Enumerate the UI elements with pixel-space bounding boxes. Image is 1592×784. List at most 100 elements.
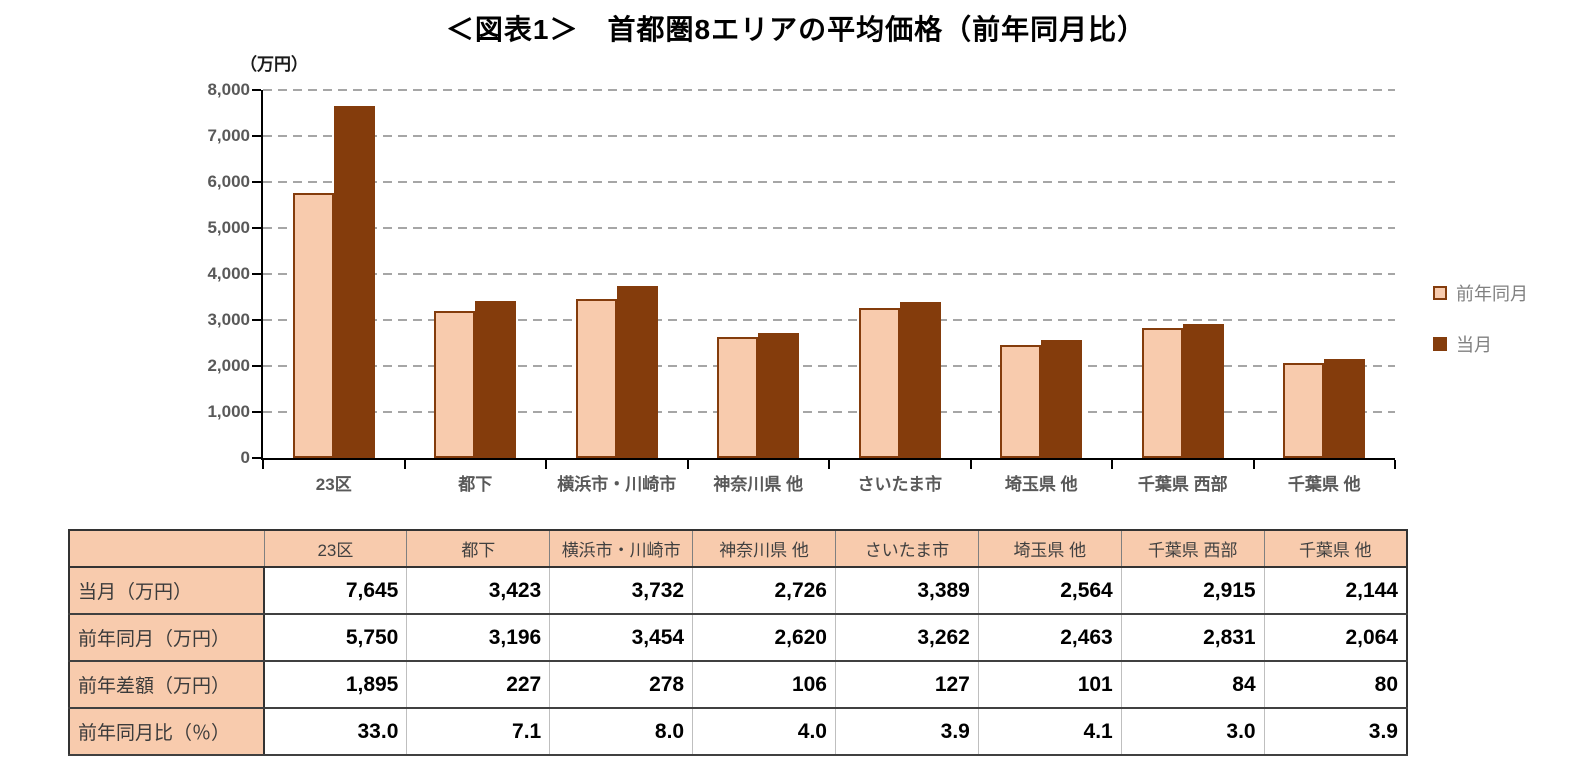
bar-current-3 (616, 286, 658, 458)
gridline (263, 89, 1395, 91)
bar-group-6 (971, 90, 1113, 458)
table-cell-r3-c3: 278 (549, 661, 693, 709)
bar-group-5 (829, 90, 971, 458)
table-cell-r3-c6: 101 (977, 661, 1122, 709)
table-cell-r4-c1: 33.0 (263, 708, 407, 756)
legend-item-current-month: 当月 (1433, 331, 1528, 357)
table-cell-r1-c3: 3,732 (549, 567, 693, 615)
current-month-swatch-icon (1433, 337, 1447, 351)
x-axis-tick (545, 460, 547, 469)
y-axis-tick (252, 89, 261, 91)
table-cell-r4-c8: 3.9 (1263, 708, 1408, 756)
table-row-label-2: 前年同月（万円） (68, 614, 265, 662)
table-cell-r3-c2: 227 (406, 661, 550, 709)
bar-current-1 (333, 106, 375, 458)
legend-label: 当月 (1456, 335, 1492, 355)
bar-current-4 (758, 333, 800, 458)
table-cell-r4-c4: 4.0 (692, 708, 836, 756)
table-cell-r3-c8: 80 (1263, 661, 1408, 709)
table-cell-r4-c2: 7.1 (406, 708, 550, 756)
x-axis-tick (686, 460, 689, 469)
table-row-label-3: 前年差額（万円） (68, 661, 265, 709)
y-axis-label-1000: 1,000 (207, 402, 250, 421)
table-cell-r2-c7: 2,831 (1120, 614, 1265, 662)
table-row-label-1: 当月（万円） (68, 567, 265, 615)
gridline (263, 227, 1395, 229)
y-axis-label-8000: 8,000 (207, 80, 250, 99)
table-cell-r4-c3: 8.0 (549, 708, 693, 756)
bar-prev-1 (292, 193, 334, 458)
table-cell-r1-c6: 2,564 (977, 567, 1122, 615)
table-row-3: 前年差額（万円） 1,895 227 278 106 127 101 84 80 (68, 661, 1408, 709)
y-axis-label-6000: 6,000 (207, 172, 250, 191)
table-cell-r1-c1: 7,645 (263, 567, 407, 615)
bar-prev-5 (858, 308, 900, 458)
bar-current-8 (1324, 359, 1366, 458)
table-row-1: 当月（万円） 7,645 3,423 3,732 2,726 3,389 2,564 2,91… (68, 567, 1408, 615)
plot-area (261, 89, 1396, 460)
bar-prev-7 (1141, 328, 1183, 458)
x-axis-tick (262, 460, 264, 469)
x-axis-tick (969, 460, 972, 469)
y-axis-label-3000: 3,000 (207, 310, 250, 329)
table-header-6: 埼玉県 他 (977, 529, 1122, 568)
x-axis-label-5: さいたま市 (857, 475, 943, 494)
x-axis-label-6: 埼玉県 他 (1004, 475, 1078, 494)
y-axis-tick (252, 457, 261, 459)
bar-group-1 (263, 90, 405, 458)
gridline (263, 411, 1395, 413)
table-cell-r3-c7: 84 (1120, 661, 1265, 709)
y-axis-unit-label: （万円） (240, 55, 308, 74)
bar-group-4 (688, 90, 830, 458)
bar-prev-3 (575, 299, 617, 458)
y-axis-tick (252, 365, 261, 367)
gridline (263, 319, 1395, 321)
bar-group-2 (405, 90, 547, 458)
data-table: 23区 都下 横浜市・川崎市 神奈川県 他さいたま市 埼玉県 他千葉県 西部 千葉県 他 … (68, 529, 1408, 756)
x-axis-label-4: 神奈川県 他 (713, 475, 804, 494)
y-axis-label-7000: 7,000 (207, 126, 250, 145)
table-header-2: 都下 (406, 529, 551, 568)
legend-label: 前年同月 (1456, 284, 1528, 304)
table-cell-r1-c7: 2,915 (1120, 567, 1265, 615)
x-axis-label-8: 千葉県 他 (1287, 475, 1361, 494)
y-axis-label-4000: 4,000 (207, 264, 250, 283)
chart-legend: 前年同月 当月 (1433, 280, 1528, 382)
table-cell-r2-c1: 5,750 (263, 614, 407, 662)
table-row-4: 前年同月比（％） 33.0 7.1 8.0 4.0 3.9 4.1 3.0 3.9 (68, 708, 1408, 756)
table-cell-r1-c2: 3,423 (406, 567, 550, 615)
gridline (263, 135, 1395, 137)
table-cell-r3-c5: 127 (835, 661, 979, 709)
x-axis-tick (828, 460, 830, 469)
bar-prev-8 (1283, 363, 1325, 458)
table-cell-r2-c5: 3,262 (835, 614, 979, 662)
bar-current-7 (1182, 324, 1224, 458)
table-cell-r2-c4: 2,620 (692, 614, 836, 662)
y-axis-tick (252, 227, 261, 229)
bar-current-5 (899, 302, 941, 458)
table-row-2: 前年同月（万円） 5,750 3,196 3,454 2,620 3,262 2,463 2,… (68, 614, 1408, 662)
x-axis-tick (1252, 460, 1255, 469)
bar-prev-6 (1000, 345, 1042, 458)
bar-current-6 (1041, 340, 1083, 458)
table-header-7: 千葉県 西部 (1120, 529, 1265, 568)
table-header-1: 23区 (263, 529, 408, 568)
bar-prev-2 (434, 311, 476, 458)
table-cell-r2-c8: 2,064 (1263, 614, 1408, 662)
table-cell-r1-c4: 2,726 (692, 567, 836, 615)
table-cell-r3-c4: 106 (692, 661, 836, 709)
y-axis-tick (252, 411, 261, 413)
bar-group-8 (1254, 90, 1396, 458)
gridline (263, 181, 1395, 183)
table-cell-r4-c7: 3.0 (1120, 708, 1265, 756)
prev-year-swatch-icon (1433, 286, 1447, 300)
x-axis-label-1: 23区 (315, 475, 352, 494)
bar-group-3 (546, 90, 688, 458)
table-cell-r2-c2: 3,196 (406, 614, 550, 662)
table-cell-r3-c1: 1,895 (263, 661, 407, 709)
table-cell-r1-c8: 2,144 (1263, 567, 1408, 615)
x-axis-tick (1394, 460, 1396, 469)
gridline (263, 365, 1395, 367)
y-axis-tick (252, 181, 261, 183)
